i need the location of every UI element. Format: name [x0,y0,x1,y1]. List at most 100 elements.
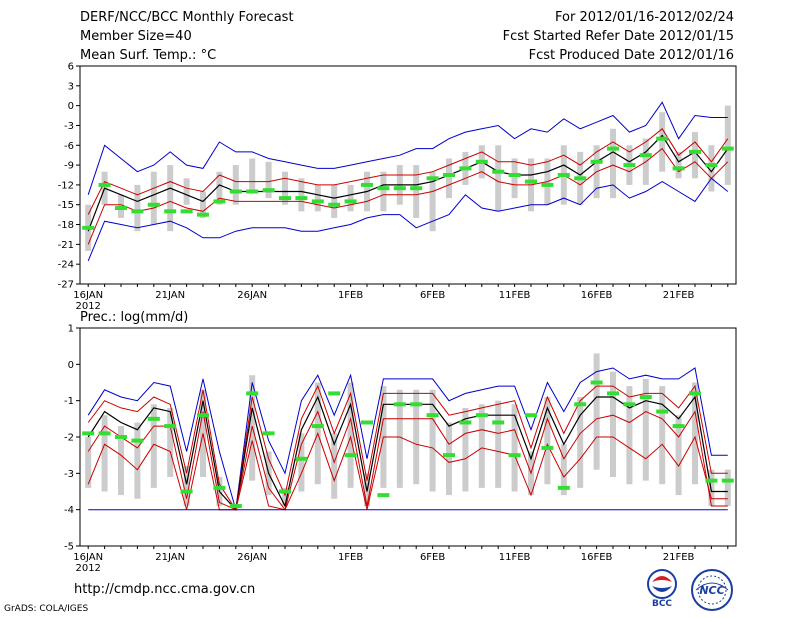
y-tick-label: 0 [68,360,74,371]
observed-marker [574,176,587,181]
spread-box [446,422,452,496]
y-tick-label: -21 [58,240,74,251]
observed-marker [311,199,324,204]
x-tick-label: 16FEB [581,290,613,301]
observed-marker [525,179,537,184]
spread-box [478,404,485,488]
spread-box [495,145,502,212]
observed-marker [705,163,718,168]
observed-marker [705,478,718,483]
spread-box [692,132,698,179]
spread-box [200,191,206,218]
observed-marker [557,485,570,490]
spread-box [724,105,731,185]
y-tick-label: -5 [64,542,74,553]
observed-marker [180,209,193,214]
spread-box [183,466,190,507]
observed-marker [377,493,390,498]
spread-box [560,444,567,496]
spread-box [413,165,420,218]
observed-marker [672,166,685,171]
observed-marker [590,380,603,385]
x-tick-label: 26JAN [237,552,267,563]
observed-marker [82,225,95,230]
y-tick-label: -12 [58,180,74,191]
observed-marker [164,424,177,429]
ncc-logo-icon: NCC [691,569,733,611]
observed-marker [279,196,291,201]
observed-marker [328,202,341,207]
spread-box [511,158,518,199]
observed-marker [344,199,357,204]
website-url[interactable]: http://cmdp.ncc.cma.gov.cn [74,582,256,597]
x-tick-year-label: 2012 [75,301,100,312]
sigma-line [87,128,729,215]
spread-box [495,400,502,488]
observed-marker [590,159,603,164]
observed-marker [426,413,439,418]
ensemble-mean-line [87,134,729,232]
y-tick-label: 6 [68,62,74,73]
observed-marker [689,149,701,154]
observed-marker [492,169,505,174]
x-tick-label: 11FEB [499,290,531,301]
spread-box [544,397,551,485]
observed-marker [459,420,472,425]
y-tick-label: 1 [68,324,74,335]
spread-box [167,407,174,477]
observed-marker [361,182,373,187]
y-tick-label: 0 [68,101,74,112]
spread-box [692,382,698,485]
observed-marker [295,456,308,461]
forecast-start-date: Fcst Started Refer Date 2012/01/15 [502,29,734,44]
spread-box [101,415,108,492]
x-tick-label: 1FEB [338,290,363,301]
spread-box [282,171,288,205]
observed-marker [410,186,423,191]
member-size-label: Member Size=40 [80,29,192,44]
spread-box [150,404,157,488]
y-tick-label: -24 [58,260,74,271]
spread-box [610,371,616,477]
spread-box [675,415,682,496]
forecast-produced-date: Fcst Produced Date 2012/01/16 [528,48,734,63]
observed-marker [180,489,193,494]
observed-marker [98,182,111,187]
spread-box [708,469,715,507]
observed-marker [229,189,242,194]
x-tick-label: 21JAN [155,290,185,301]
x-tick-year-label: 2012 [75,563,100,574]
observed-marker [574,402,587,407]
observed-marker [98,431,111,436]
spread-box [511,404,518,492]
x-tick-label: 6FEB [420,552,445,563]
spread-box [85,437,92,488]
observed-marker [197,212,209,217]
envelope-line [87,177,729,262]
observed-marker [443,173,455,177]
plot-frame [79,65,737,285]
spread-box [462,407,469,492]
y-tick-label: -2 [64,433,74,444]
envelope-line [87,101,728,195]
observed-marker [623,402,636,407]
spread-box [167,165,174,232]
observed-marker [115,435,127,439]
spread-box [347,382,354,488]
spread-box [724,469,731,507]
observed-marker [131,209,144,214]
spread-box [708,145,715,192]
observed-marker [672,424,685,429]
x-tick-label: 21FEB [663,290,695,301]
observed-marker [262,431,275,436]
observed-marker [262,188,275,193]
precipitation-variable-label: Prec.: log(mm/d) [80,310,188,325]
observed-marker [475,413,488,418]
x-tick-label: 11FEB [499,552,531,563]
observed-marker [492,420,505,425]
observed-marker [213,199,226,204]
observed-marker [557,173,570,177]
x-tick-label: 1FEB [338,552,363,563]
